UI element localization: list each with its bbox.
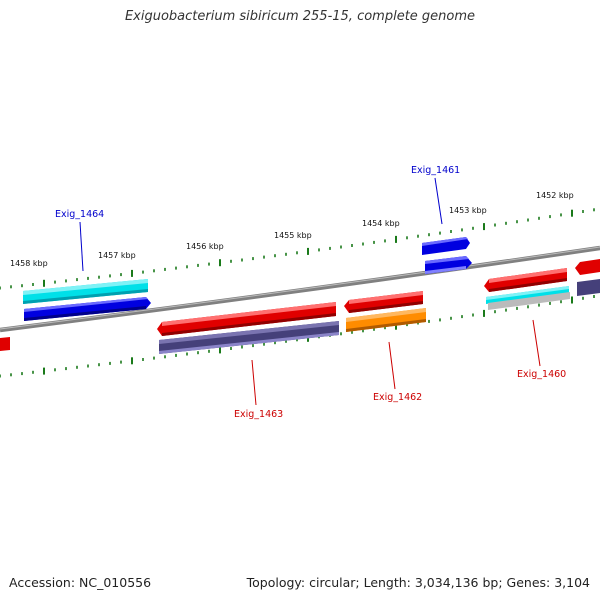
gene-label-exig-1461[interactable]: Exig_1461: [411, 165, 460, 176]
kbp-label: 1456 kbp: [186, 242, 224, 251]
label-leader-line: [434, 177, 443, 225]
gene-cds-fragment[interactable]: [575, 259, 600, 275]
cds-shade: [24, 306, 146, 321]
accession-text: Accession: NC_010556: [9, 575, 152, 590]
label-leader-line: [79, 221, 84, 272]
cds-shade: [489, 278, 567, 292]
cds-bevel: [489, 268, 567, 283]
outer-tick-track: [0, 208, 595, 290]
label-leader-line: [532, 319, 541, 367]
feature-shade: [159, 332, 339, 354]
cds-bevel: [24, 297, 148, 312]
label-leader-line: [388, 341, 396, 390]
cds-shade: [425, 266, 466, 274]
cds-shade: [349, 301, 423, 313]
feature-shade: [346, 319, 426, 332]
feature-bevel: [159, 321, 339, 344]
feature-bevel: [346, 308, 426, 322]
feature-bevel: [486, 286, 569, 300]
feature-bevel: [23, 279, 148, 295]
gene-label-exig-1464[interactable]: Exig_1464: [55, 209, 104, 220]
cds-bevel: [162, 302, 336, 326]
gene-label-exig-1460[interactable]: Exig_1460: [517, 369, 566, 380]
genome-backbone-highlight: [0, 246, 600, 330]
gene-cds-fragment[interactable]: [0, 337, 10, 351]
genome-backbone: [0, 245, 600, 333]
genome-title: Exiguobacterium sibiricum 255-15, comple…: [124, 9, 476, 24]
gene-feature-fragment[interactable]: [577, 279, 600, 296]
gene-label-exig-1463[interactable]: Exig_1463: [234, 409, 283, 420]
kbp-label: 1457 kbp: [98, 251, 136, 260]
cds-bevel: [425, 256, 469, 264]
kbp-label: 1455 kbp: [274, 231, 312, 240]
gene-feature-exig-1460-gray[interactable]: [488, 292, 570, 310]
label-leader-line: [251, 359, 257, 406]
kbp-label: 1458 kbp: [10, 259, 48, 268]
cds-bevel: [349, 291, 423, 304]
cds-bevel: [422, 237, 468, 246]
genome-summary-text: Topology: circular; Length: 3,034,136 bp…: [246, 575, 590, 590]
cds-shade: [162, 313, 336, 336]
feature-shade: [23, 289, 148, 304]
kbp-label: 1452 kbp: [536, 191, 574, 200]
gene-label-exig-1462[interactable]: Exig_1462: [373, 392, 422, 403]
kbp-label: 1453 kbp: [449, 206, 487, 215]
kbp-label: 1454 kbp: [362, 219, 400, 228]
